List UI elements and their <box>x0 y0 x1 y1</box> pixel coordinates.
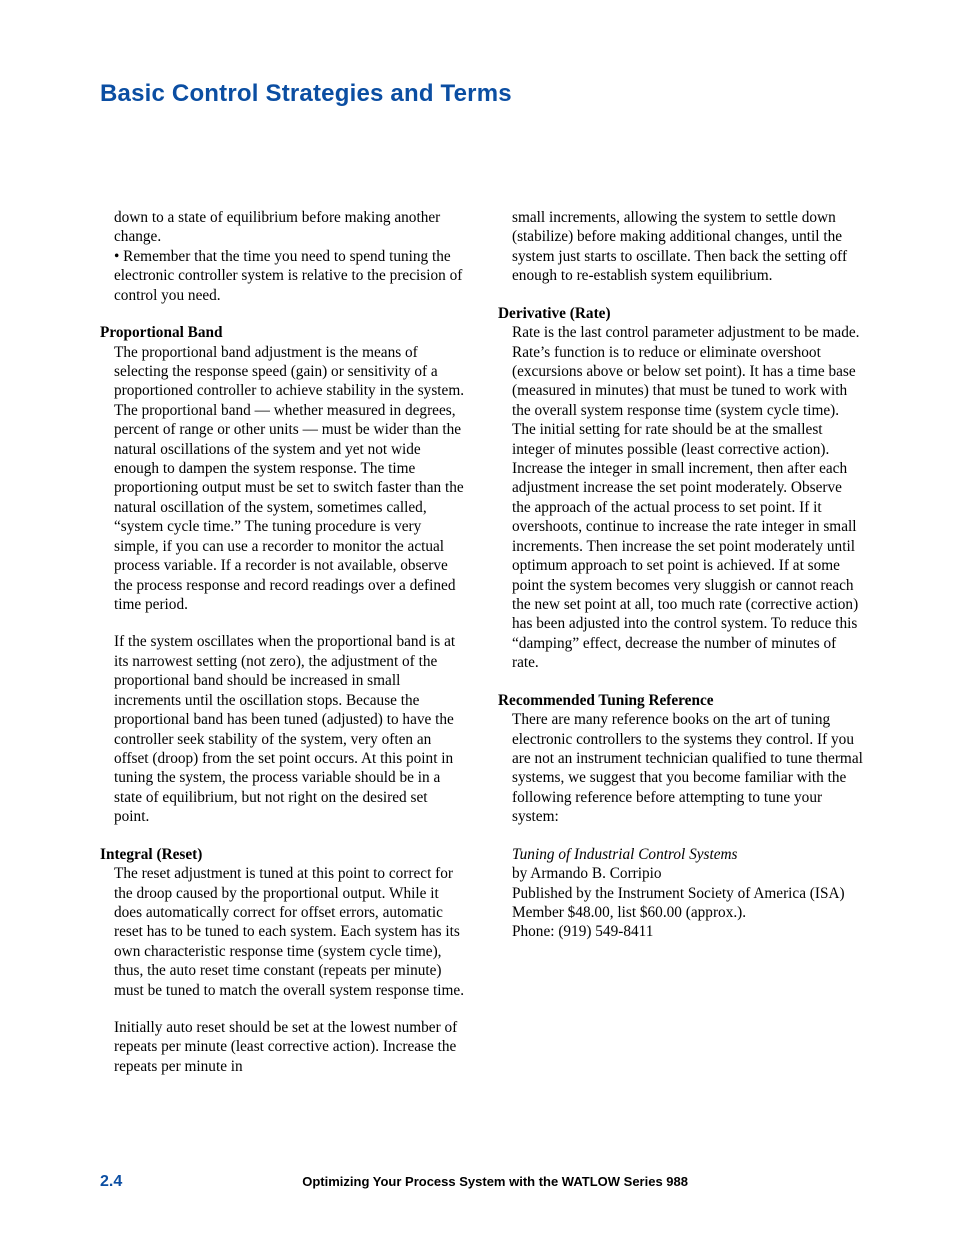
recommended-tuning-section: Recommended Tuning Reference There are m… <box>498 691 864 942</box>
recommended-tuning-heading: Recommended Tuning Reference <box>498 691 864 710</box>
integral-reset-p1: The reset adjustment is tuned at this po… <box>114 864 466 1000</box>
content-columns: down to a state of equilibrium before ma… <box>0 208 954 1094</box>
intro-continuation: down to a state of equilibrium before ma… <box>114 208 466 247</box>
derivative-rate-section: Derivative (Rate) Rate is the last contr… <box>498 304 864 673</box>
footer-title: Optimizing Your Process System with the … <box>122 1174 868 1189</box>
page-number: 2.4 <box>100 1173 122 1191</box>
proportional-band-p1: The proportional band adjustment is the … <box>114 343 466 615</box>
integral-reset-heading: Integral (Reset) <box>100 845 466 864</box>
right-column: small increments, allowing the system to… <box>498 208 864 1094</box>
integral-reset-p2: Initially auto reset should be set at th… <box>114 1018 466 1076</box>
recommended-tuning-p1: There are many reference books on the ar… <box>512 710 864 827</box>
intro-bullet: • Remember that the time you need to spe… <box>114 247 466 305</box>
integral-reset-section: Integral (Reset) The reset adjustment is… <box>100 845 466 1077</box>
left-column: down to a state of equilibrium before ma… <box>100 208 466 1094</box>
reference-phone: Phone: (919) 549-8411 <box>512 922 864 941</box>
derivative-rate-heading: Derivative (Rate) <box>498 304 864 323</box>
reference-title: Tuning of Industrial Control Systems <box>512 846 738 863</box>
reference-author: by Armando B. Corripio <box>512 864 864 883</box>
page: Basic Control Strategies and Terms down … <box>0 0 954 1235</box>
intro-block: down to a state of equilibrium before ma… <box>100 208 466 305</box>
right-intro-continuation: small increments, allowing the system to… <box>512 208 864 286</box>
reference-block: Tuning of Industrial Control Systems by … <box>512 845 864 942</box>
section-title: Basic Control Strategies and Terms <box>100 80 954 108</box>
derivative-rate-p1: Rate is the last control parameter adjus… <box>512 323 864 673</box>
proportional-band-p2: If the system oscillates when the propor… <box>114 632 466 826</box>
proportional-band-heading: Proportional Band <box>100 323 466 342</box>
right-intro: small increments, allowing the system to… <box>498 208 864 286</box>
proportional-band-section: Proportional Band The proportional band … <box>100 323 466 827</box>
reference-price: Member $48.00, list $60.00 (approx.). <box>512 903 864 922</box>
reference-publisher: Published by the Instrument Society of A… <box>512 884 864 903</box>
footer: 2.4 Optimizing Your Process System with … <box>100 1173 868 1191</box>
